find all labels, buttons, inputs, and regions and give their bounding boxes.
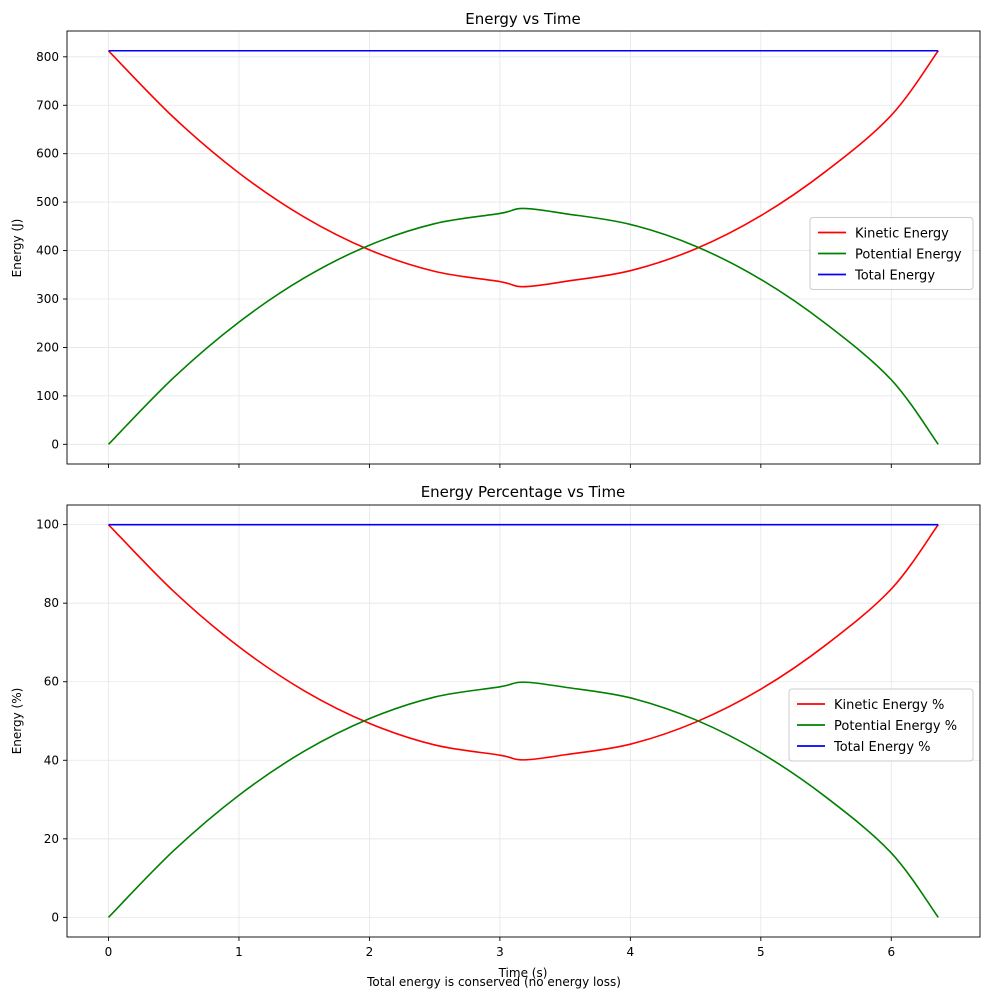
y-tick-label: 0 xyxy=(51,437,59,451)
y-tick-label: 100 xyxy=(36,518,59,532)
y-tick-label: 0 xyxy=(51,910,59,924)
legend: Kinetic Energy Potential Energy Total Ener… xyxy=(809,217,974,290)
x-tick-label: 3 xyxy=(496,945,504,959)
y-tick-label: 40 xyxy=(44,753,59,767)
legend-label: Potential Energy xyxy=(855,248,962,263)
grid xyxy=(67,31,980,464)
legend: Kinetic Energy % Potential Energy % Total … xyxy=(788,688,974,762)
series-line-ke xyxy=(107,524,939,761)
x-tick-label: 0 xyxy=(105,945,113,959)
chart-title: Energy vs Time xyxy=(465,10,580,28)
series-lines xyxy=(107,523,939,918)
series-line-pe xyxy=(107,207,939,445)
legend-label: Kinetic Energy xyxy=(855,227,949,242)
y-tick-label: 800 xyxy=(36,50,59,64)
y-tick-label: 400 xyxy=(36,244,59,258)
chart-title: Energy Percentage vs Time xyxy=(421,483,626,501)
legend-label: Total Energy xyxy=(854,269,935,284)
series-lines xyxy=(107,49,939,445)
axes: 0 100 200 300 400 500 600 700 800 xyxy=(36,30,981,468)
y-tick-label: 80 xyxy=(44,596,59,610)
footnote: Total energy is conserved (no energy los… xyxy=(366,975,621,989)
y-tick-label: 600 xyxy=(36,147,59,161)
series-line-ke xyxy=(107,50,939,288)
legend-label: Potential Energy % xyxy=(834,719,957,734)
y-tick-label: 60 xyxy=(44,675,59,689)
y-tick-label: 500 xyxy=(36,195,59,209)
series-line-pe xyxy=(107,681,939,918)
y-tick-label: 300 xyxy=(36,292,59,306)
x-tick-label: 5 xyxy=(757,945,765,959)
y-tick-label: 100 xyxy=(36,389,59,403)
legend-label: Total Energy % xyxy=(833,740,931,755)
legend-label: Kinetic Energy % xyxy=(834,698,944,713)
axes-frame xyxy=(66,30,981,465)
energy-percentage-panel: Energy Percentage vs Time Energy (%) Tim… xyxy=(10,483,981,980)
y-axis-label: Energy (%) xyxy=(10,688,24,755)
x-tick-label: 6 xyxy=(887,945,895,959)
y-axis-label: Energy (J) xyxy=(10,219,24,278)
y-tick-label: 200 xyxy=(36,340,59,354)
y-tick-label: 700 xyxy=(36,98,59,112)
x-axis-label: Time (s) xyxy=(498,966,548,980)
y-tick-label: 20 xyxy=(44,832,59,846)
energy-panel: Energy vs Time Energy (J) 0 100 200 300 400 5… xyxy=(10,10,981,468)
x-tick-label: 4 xyxy=(627,945,635,959)
x-tick-label: 2 xyxy=(366,945,374,959)
axes-frame xyxy=(66,504,981,938)
legend-box xyxy=(809,217,974,290)
legend-box xyxy=(788,688,974,762)
x-tick-label: 1 xyxy=(235,945,243,959)
